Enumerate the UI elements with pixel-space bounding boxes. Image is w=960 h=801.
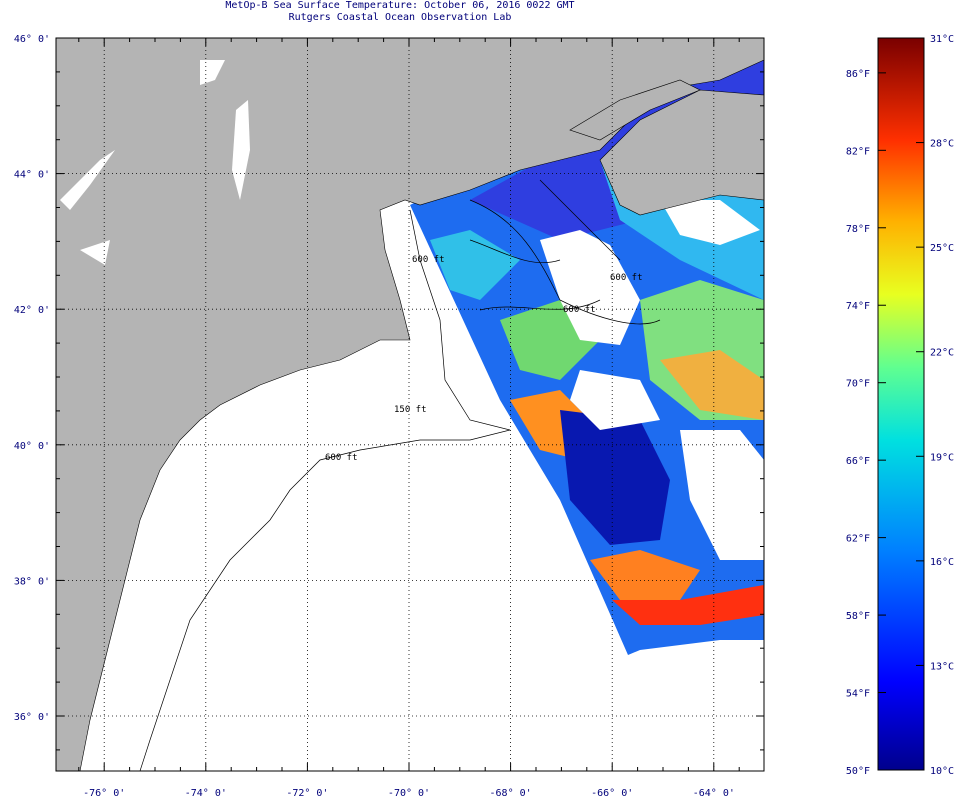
- fahrenheit-label: 74°F: [846, 301, 870, 312]
- fahrenheit-label: 78°F: [846, 224, 870, 235]
- lon-tick-label: -68° 0': [490, 788, 532, 799]
- lon-tick-label: -70° 0': [388, 788, 430, 799]
- colorbar-gradient: [877, 37, 925, 771]
- axis-ticks: [56, 37, 764, 771]
- fahrenheit-label: 66°F: [846, 456, 870, 467]
- fahrenheit-label: 54°F: [846, 689, 870, 700]
- fahrenheit-label: 70°F: [846, 379, 870, 390]
- celsius-label: 25°C: [930, 243, 954, 254]
- lon-tick-label: -74° 0': [185, 788, 227, 799]
- celsius-labels: 31°C 28°C 25°C 22°C 19°C 16°C 13°C 10°C: [916, 34, 954, 777]
- svg-text:600 ft: 600 ft: [412, 255, 445, 265]
- fahrenheit-label: 82°F: [846, 146, 870, 157]
- svg-text:150 ft: 150 ft: [394, 405, 427, 415]
- svg-text:600 ft: 600 ft: [610, 273, 643, 283]
- lon-tick-label: -72° 0': [286, 788, 328, 799]
- celsius-label: 16°C: [930, 557, 954, 568]
- fahrenheit-label: 58°F: [846, 611, 870, 622]
- colorbar: 86°F 82°F 78°F 74°F 70°F 66°F 62°F 58°F 54°F 50°F…: [830, 30, 960, 790]
- celsius-label: 31°C: [930, 34, 954, 45]
- fahrenheit-label: 50°F: [846, 766, 870, 777]
- land: [56, 38, 764, 771]
- celsius-label: 28°C: [930, 139, 954, 150]
- fahrenheit-label: 86°F: [846, 69, 870, 80]
- lat-tick-label: 42° 0': [14, 305, 50, 316]
- lat-tick-label: 46° 0': [14, 34, 50, 45]
- celsius-label: 22°C: [930, 348, 954, 359]
- lon-tick-label: -76° 0': [83, 788, 125, 799]
- inland-water: [60, 60, 250, 265]
- celsius-label: 13°C: [930, 661, 954, 672]
- chart-subtitle: Rutgers Coastal Ocean Observation Lab: [288, 12, 512, 23]
- map-frame: [55, 37, 765, 772]
- lon-tick-label: -66° 0': [591, 788, 633, 799]
- lat-tick-label: 44° 0': [14, 170, 50, 181]
- lat-tick-label: 38° 0': [14, 576, 50, 587]
- contour-labels: 150 ft 600 ft 600 ft 600 ft 600 ft: [325, 255, 643, 463]
- latitude-labels: 46° 0' 44° 0' 42° 0' 40° 0' 38° 0' 36° 0': [14, 34, 50, 723]
- longitude-labels: -76° 0' -74° 0' -72° 0' -70° 0' -68° 0' -66° …: [83, 788, 735, 799]
- lat-tick-label: 36° 0': [14, 712, 50, 723]
- celsius-label: 10°C: [930, 766, 954, 777]
- svg-text:600 ft: 600 ft: [563, 305, 596, 315]
- fahrenheit-labels: 86°F 82°F 78°F 74°F 70°F 66°F 62°F 58°F 54°F 50°F: [846, 69, 886, 777]
- lat-tick-label: 40° 0': [14, 441, 50, 452]
- bathymetry-contours: [139, 179, 661, 771]
- svg-text:600 ft: 600 ft: [325, 453, 358, 463]
- lon-tick-label: -64° 0': [693, 788, 735, 799]
- chart-title: MetOp-B Sea Surface Temperature: October…: [225, 0, 575, 11]
- celsius-label: 19°C: [930, 452, 954, 463]
- fahrenheit-label: 62°F: [846, 534, 870, 545]
